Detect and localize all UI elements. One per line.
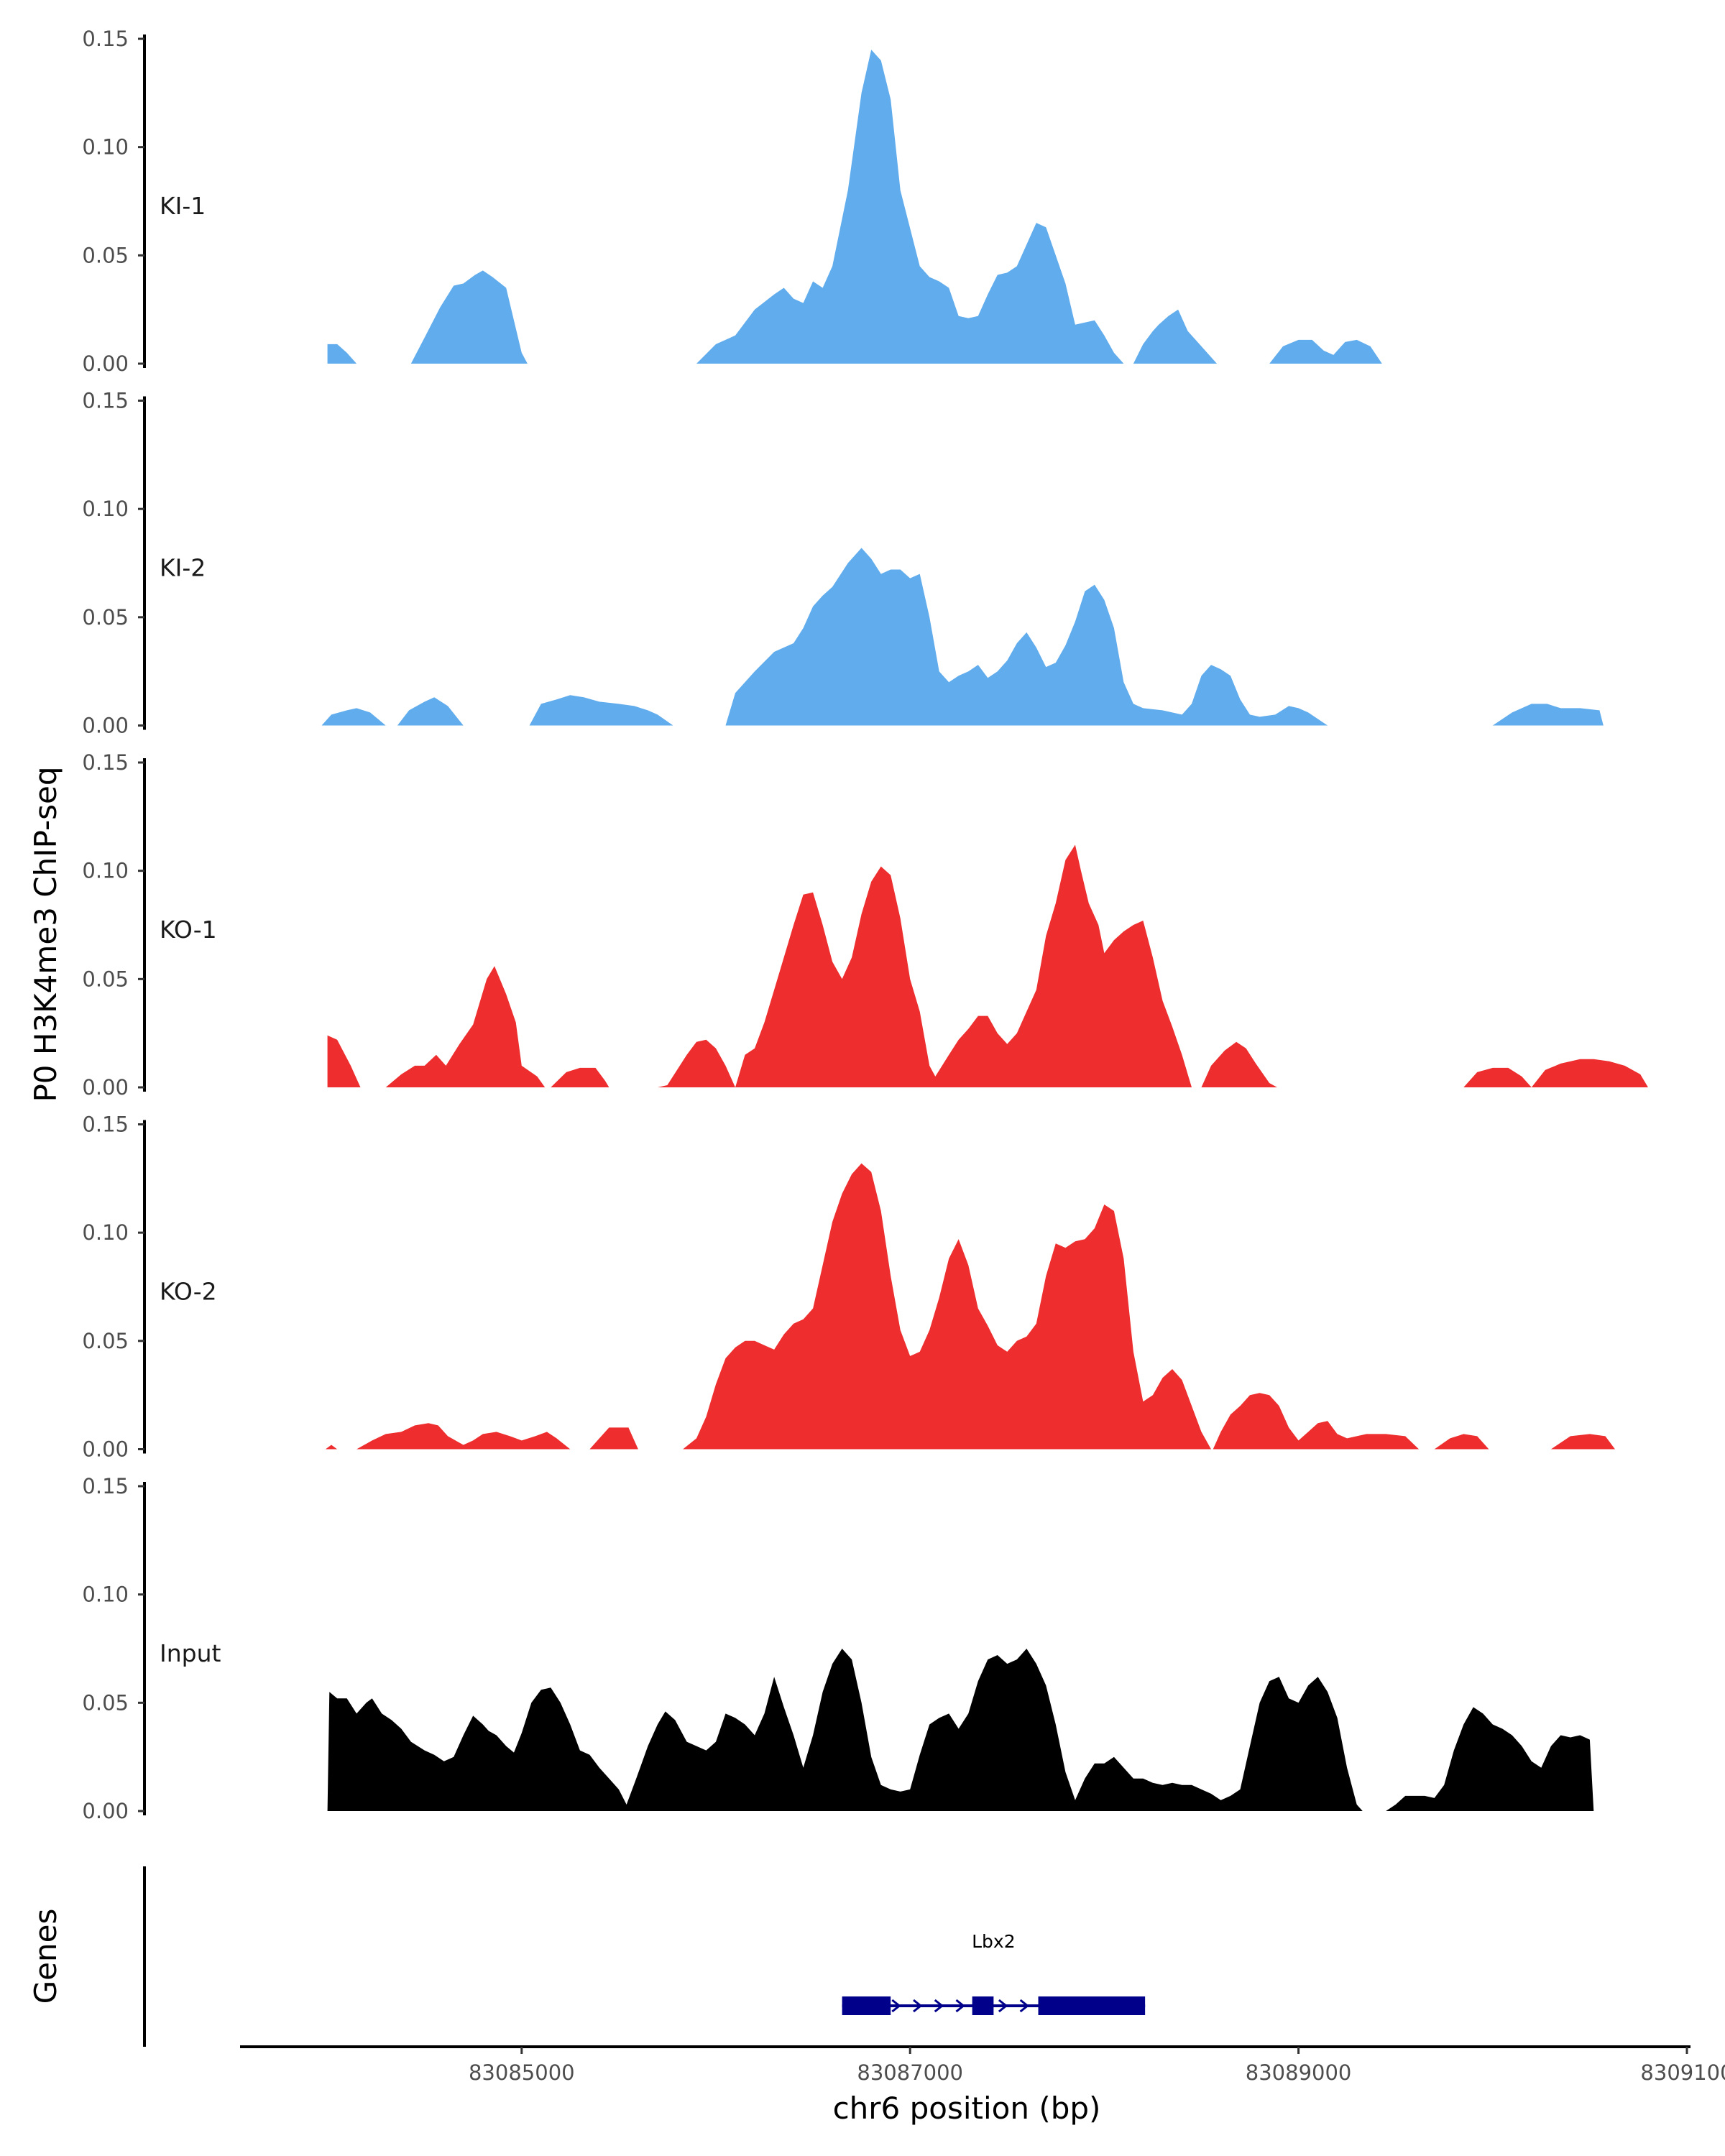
- y-tick-label: 0.15: [82, 27, 129, 51]
- y-tick-label: 0.10: [82, 497, 129, 521]
- signal-area: [325, 1445, 338, 1450]
- y-tick-label: 0.00: [82, 1075, 129, 1100]
- gene-exon: [972, 1996, 994, 2015]
- strand-arrow: [891, 1999, 901, 2013]
- x-tick-label: 83089000: [1246, 2060, 1352, 2085]
- signal-area: [589, 1427, 638, 1450]
- signal-area: [696, 50, 1124, 364]
- y-tick-label: 0.15: [82, 389, 129, 413]
- x-tick-label: 83085000: [469, 2060, 575, 2085]
- signal-area: [657, 844, 1192, 1087]
- signal-area: [1386, 1707, 1594, 1811]
- signal-area: [1492, 704, 1604, 726]
- signal-area: [356, 1423, 571, 1450]
- y-tick-label: 0.05: [82, 1329, 129, 1353]
- signal-area: [725, 548, 1328, 726]
- y-tick-label: 0.05: [82, 243, 129, 267]
- signal-area: [327, 1035, 361, 1087]
- strand-arrow: [934, 1999, 944, 2013]
- track-ki-1: 0.00 0.05 0.10 0.15 KI-1: [82, 27, 1382, 376]
- y-axis-title: P0 H3K4me3 ChIP-seq: [28, 766, 63, 1102]
- signal-area: [1463, 1067, 1532, 1087]
- y-tick-label: 0.05: [82, 1690, 129, 1715]
- y-tick-label: 0.15: [82, 1112, 129, 1137]
- gene-exon: [842, 1996, 891, 2015]
- track-ki-2: 0.00 0.05 0.10 0.15 KI-2: [82, 389, 1604, 738]
- signal-area: [321, 708, 386, 726]
- signal-area: [551, 1067, 610, 1087]
- x-tick-label: 83087000: [857, 2060, 963, 2085]
- track-label: KO-2: [160, 1278, 217, 1306]
- track-label: KI-2: [160, 554, 206, 582]
- x-tick-label: 8309100: [1640, 2060, 1725, 2085]
- gene-exon: [1038, 1996, 1146, 2015]
- track-label: Input: [160, 1639, 221, 1667]
- track-ko-2: 0.00 0.05 0.10 0.15 KO-2: [82, 1112, 1615, 1462]
- signal-area: [1269, 339, 1382, 364]
- tracks-group: 0.00 0.05 0.10 0.15 KI-1 0.00 0.05 0.10 0.15 KI-2…: [82, 27, 1648, 1823]
- strand-arrow: [998, 1999, 1008, 2013]
- y-tick-label: 0.05: [82, 967, 129, 991]
- strand-arrow: [1019, 1999, 1030, 2013]
- strand-arrow: [913, 1999, 923, 2013]
- signal-area: [1201, 1041, 1277, 1087]
- signal-area: [385, 966, 546, 1087]
- y-tick-label: 0.00: [82, 1437, 129, 1462]
- signal-area: [327, 344, 357, 364]
- y-tick-label: 0.00: [82, 714, 129, 738]
- track-label: KI-1: [160, 192, 206, 220]
- track-label: KO-1: [160, 916, 217, 944]
- signal-area: [397, 697, 464, 726]
- strand-arrow: [955, 1999, 965, 2013]
- signal-area: [1213, 1393, 1420, 1450]
- y-tick-label: 0.10: [82, 859, 129, 883]
- track-input: 0.00 0.05 0.10 0.15 Input: [82, 1474, 1594, 1823]
- signal-area: [327, 1649, 1363, 1811]
- y-tick-label: 0.10: [82, 1220, 129, 1245]
- signal-area: [1434, 1434, 1489, 1450]
- y-tick-label: 0.00: [82, 351, 129, 376]
- y-tick-label: 0.05: [82, 605, 129, 630]
- signal-area: [1550, 1434, 1615, 1450]
- y-tick-label: 0.00: [82, 1799, 129, 1823]
- genes-track: Genes Lbx2: [28, 1866, 1146, 2047]
- y-tick-label: 0.10: [82, 135, 129, 160]
- signal-area: [529, 695, 673, 726]
- signal-area: [1531, 1059, 1648, 1087]
- y-tick-label: 0.15: [82, 1474, 129, 1498]
- track-ko-1: 0.00 0.05 0.10 0.15 KO-1: [82, 750, 1648, 1100]
- x-axis: 83085000 83087000 83089000 8309100: [240, 2045, 1725, 2085]
- y-tick-label: 0.10: [82, 1583, 129, 1607]
- x-axis-title: chr6 position (bp): [833, 2091, 1101, 2126]
- gene-name-label: Lbx2: [972, 1931, 1016, 1952]
- signal-area: [683, 1163, 1211, 1450]
- signal-area: [410, 270, 528, 364]
- genes-track-label: Genes: [28, 1909, 63, 2004]
- signal-area: [1133, 309, 1218, 364]
- y-tick-label: 0.15: [82, 750, 129, 775]
